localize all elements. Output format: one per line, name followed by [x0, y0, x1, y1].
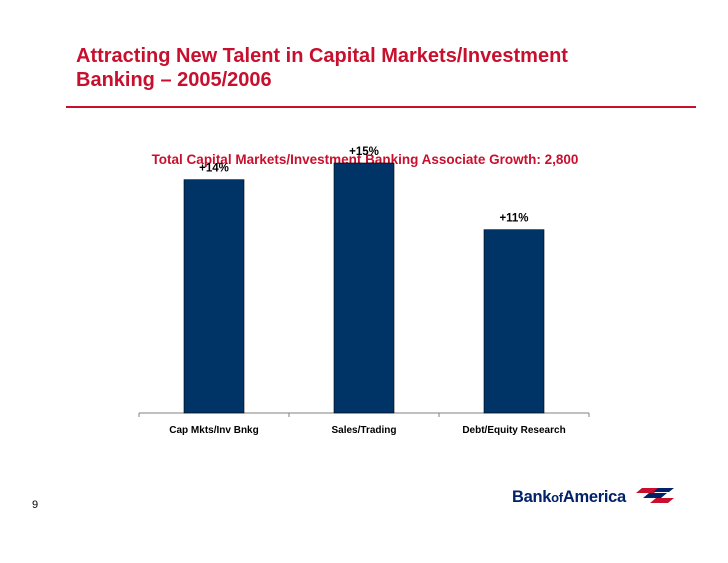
bar — [483, 229, 545, 414]
x-tick-label: Debt/Equity Research — [462, 425, 565, 436]
bar — [183, 179, 245, 414]
title-divider — [66, 106, 696, 108]
logo-word-bank: Bank — [512, 488, 552, 506]
slide-title-line-1: Attracting New Talent in Capital Markets… — [76, 45, 568, 67]
x-tick-label: Sales/Trading — [331, 425, 396, 436]
bank-of-america-flag-icon — [636, 488, 674, 503]
logo-wordmark: BankofAmerica — [512, 485, 626, 510]
bar-data-label: +14% — [199, 163, 229, 175]
logo-word-america: America — [562, 488, 626, 506]
logo-word-of: of — [551, 490, 563, 505]
bank-of-america-logo: BankofAmerica — [512, 485, 682, 511]
slide-title: Attracting New Talent in Capital Markets… — [76, 44, 696, 92]
x-tick-label: Cap Mkts/Inv Bnkg — [169, 425, 258, 436]
slide-title-line-2: Banking – 2005/2006 — [76, 69, 272, 91]
page-number: 9 — [32, 499, 39, 511]
bar — [333, 162, 395, 414]
bar-data-label: +11% — [499, 213, 528, 225]
chart-title: Total Capital Markets/Investment Banking… — [151, 152, 579, 167]
bar-data-label: +15% — [349, 146, 379, 158]
